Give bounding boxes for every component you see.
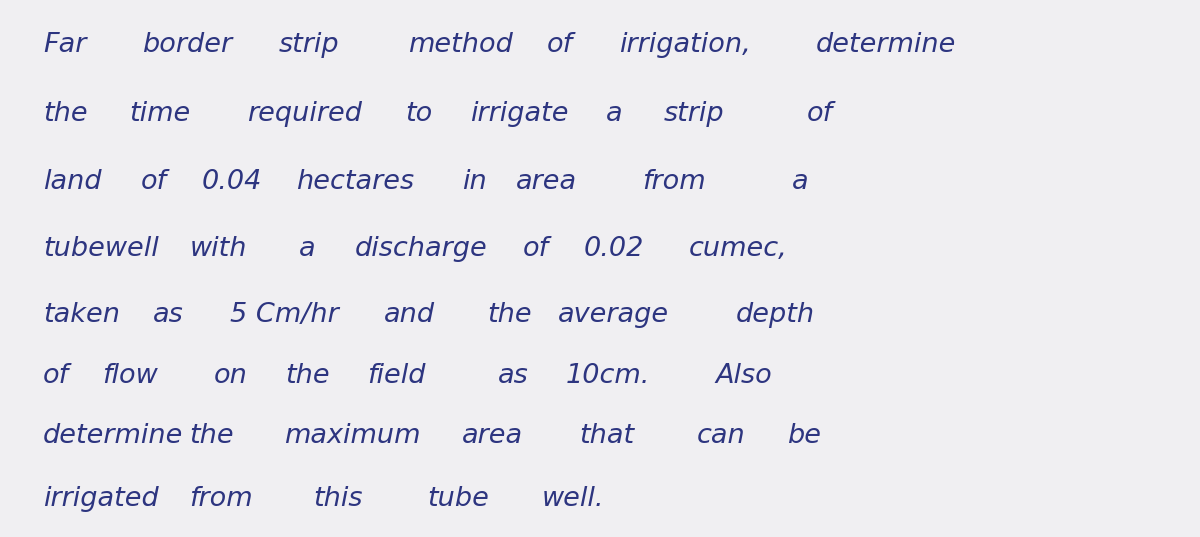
Text: that: that xyxy=(580,423,635,449)
Text: maximum: maximum xyxy=(284,423,421,449)
Text: 10cm.: 10cm. xyxy=(565,363,649,389)
Text: tube: tube xyxy=(427,485,490,512)
Text: of: of xyxy=(806,101,833,127)
Text: as: as xyxy=(152,302,184,328)
Text: Far: Far xyxy=(43,32,86,58)
Text: depth: depth xyxy=(736,302,815,328)
Text: 5 Cm/hr: 5 Cm/hr xyxy=(230,302,340,328)
Text: cumec,: cumec, xyxy=(689,236,787,262)
Text: from: from xyxy=(190,485,253,512)
Text: of: of xyxy=(523,236,550,262)
Text: can: can xyxy=(697,423,746,449)
Text: irrigation,: irrigation, xyxy=(619,32,751,58)
Text: field: field xyxy=(367,363,426,389)
Text: to: to xyxy=(406,101,433,127)
Text: average: average xyxy=(558,302,670,328)
Text: a: a xyxy=(606,101,623,127)
Text: land: land xyxy=(43,169,102,195)
Text: the: the xyxy=(43,101,88,127)
Text: the: the xyxy=(487,302,532,328)
Text: a: a xyxy=(792,169,809,195)
Text: area: area xyxy=(516,169,577,195)
Text: a: a xyxy=(299,236,316,262)
Text: taken: taken xyxy=(43,302,120,328)
Text: on: on xyxy=(214,363,247,389)
Text: as: as xyxy=(498,363,529,389)
Text: determine: determine xyxy=(43,423,184,449)
Text: and: and xyxy=(384,302,436,328)
Text: be: be xyxy=(787,423,821,449)
Text: hectares: hectares xyxy=(296,169,414,195)
Text: discharge: discharge xyxy=(355,236,488,262)
Text: Also: Also xyxy=(715,363,772,389)
Text: 0.04: 0.04 xyxy=(202,169,262,195)
Text: the: the xyxy=(190,423,234,449)
Text: irrigate: irrigate xyxy=(470,101,569,127)
Text: from: from xyxy=(642,169,706,195)
Text: required: required xyxy=(247,101,362,127)
Text: irrigated: irrigated xyxy=(43,485,158,512)
Text: the: the xyxy=(286,363,330,389)
Text: time: time xyxy=(130,101,191,127)
Text: of: of xyxy=(43,363,70,389)
Text: well.: well. xyxy=(541,485,604,512)
Text: 0.02: 0.02 xyxy=(583,236,643,262)
Text: strip: strip xyxy=(664,101,725,127)
Text: area: area xyxy=(462,423,523,449)
Text: tubewell: tubewell xyxy=(43,236,158,262)
Text: this: this xyxy=(313,485,362,512)
Text: method: method xyxy=(408,32,512,58)
Text: of: of xyxy=(547,32,574,58)
Text: with: with xyxy=(190,236,247,262)
Text: determine: determine xyxy=(816,32,956,58)
Text: border: border xyxy=(142,32,232,58)
Text: in: in xyxy=(462,169,487,195)
Text: of: of xyxy=(140,169,167,195)
Text: strip: strip xyxy=(278,32,340,58)
Text: flow: flow xyxy=(102,363,157,389)
